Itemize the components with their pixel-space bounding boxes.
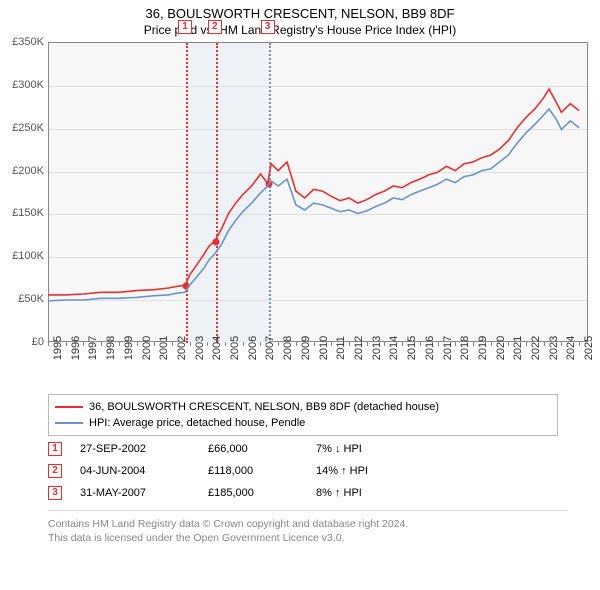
- x-axis-label: 2021: [512, 336, 524, 360]
- x-axis-label: 2022: [530, 336, 542, 360]
- sale-marker: 3: [261, 20, 275, 34]
- sale-marker: 1: [178, 20, 192, 34]
- x-axis-label: 2014: [388, 336, 400, 360]
- x-axis-label: 2017: [442, 336, 454, 360]
- sale-events-table: 1 27-SEP-2002 £66,000 7% ↓ HPI 2 04-JUN-2004 £…: [48, 438, 558, 504]
- x-axis-label: 2006: [247, 336, 259, 360]
- x-axis-label: 2023: [548, 336, 560, 360]
- event-price: £185,000: [208, 487, 298, 499]
- sale-event-row: 1 27-SEP-2002 £66,000 7% ↓ HPI: [48, 438, 558, 460]
- x-axis-label: 2018: [459, 336, 471, 360]
- event-date: 31-MAY-2007: [80, 487, 190, 499]
- sale-marker: 2: [208, 20, 222, 34]
- x-axis-label: 2025: [583, 336, 595, 360]
- sale-event-row: 3 31-MAY-2007 £185,000 8% ↑ HPI: [48, 482, 558, 504]
- footer-line: Contains HM Land Registry data © Crown c…: [48, 517, 568, 531]
- x-axis-label: 2003: [194, 336, 206, 360]
- event-price: £66,000: [208, 443, 298, 455]
- event-marker: 2: [48, 464, 62, 478]
- event-date: 27-SEP-2002: [80, 443, 190, 455]
- y-axis-label: £250K: [2, 122, 44, 134]
- y-axis-label: £0: [2, 336, 44, 348]
- x-axis-label: 1996: [70, 336, 82, 360]
- event-delta: 7% ↓ HPI: [316, 443, 416, 455]
- x-axis-label: 2016: [424, 336, 436, 360]
- chart-title: 36, BOULSWORTH CRESCENT, NELSON, BB9 8DF: [0, 0, 600, 21]
- legend-item: 36, BOULSWORTH CRESCENT, NELSON, BB9 8DF…: [55, 399, 551, 415]
- x-axis-label: 2015: [406, 336, 418, 360]
- y-axis-label: £100K: [2, 250, 44, 262]
- x-axis-label: 2009: [300, 336, 312, 360]
- footer-attribution: Contains HM Land Registry data © Crown c…: [48, 510, 568, 545]
- x-axis-label: 2024: [565, 336, 577, 360]
- x-axis-label: 2002: [176, 336, 188, 360]
- legend-item: HPI: Average price, detached house, Pend…: [55, 415, 551, 431]
- sale-event-row: 2 04-JUN-2004 £118,000 14% ↑ HPI: [48, 460, 558, 482]
- event-price: £118,000: [208, 465, 298, 477]
- event-marker: 3: [48, 486, 62, 500]
- chart-subtitle: Price paid vs. HM Land Registry's House …: [0, 21, 600, 41]
- y-axis-label: £150K: [2, 207, 44, 219]
- footer-line: This data is licensed under the Open Gov…: [48, 531, 568, 545]
- event-delta: 8% ↑ HPI: [316, 487, 416, 499]
- event-delta: 14% ↑ HPI: [316, 465, 416, 477]
- y-axis-label: £200K: [2, 165, 44, 177]
- x-axis-label: 2010: [318, 336, 330, 360]
- x-axis-label: 2004: [211, 336, 223, 360]
- x-axis-label: 1999: [123, 336, 135, 360]
- event-date: 04-JUN-2004: [80, 465, 190, 477]
- x-axis-label: 1997: [87, 336, 99, 360]
- y-axis-label: £350K: [2, 36, 44, 48]
- x-axis-label: 2013: [371, 336, 383, 360]
- x-axis-label: 1998: [105, 336, 117, 360]
- x-axis-label: 2012: [353, 336, 365, 360]
- y-axis-label: £300K: [2, 79, 44, 91]
- event-marker: 1: [48, 442, 62, 456]
- x-axis-label: 2020: [495, 336, 507, 360]
- line-series-svg: [48, 42, 588, 342]
- x-axis-label: 2007: [264, 336, 276, 360]
- x-axis-label: 2008: [282, 336, 294, 360]
- x-axis-label: 2001: [158, 336, 170, 360]
- x-axis-label: 2019: [477, 336, 489, 360]
- x-axis-label: 2000: [141, 336, 153, 360]
- legend-box: 36, BOULSWORTH CRESCENT, NELSON, BB9 8DF…: [48, 394, 558, 436]
- x-axis-label: 2011: [335, 336, 347, 360]
- x-axis-label: 1995: [52, 336, 64, 360]
- y-axis-label: £50K: [2, 293, 44, 305]
- chart-area: £0£50K£100K£150K£200K£250K£300K£350K1995…: [0, 42, 600, 390]
- x-axis-label: 2005: [229, 336, 241, 360]
